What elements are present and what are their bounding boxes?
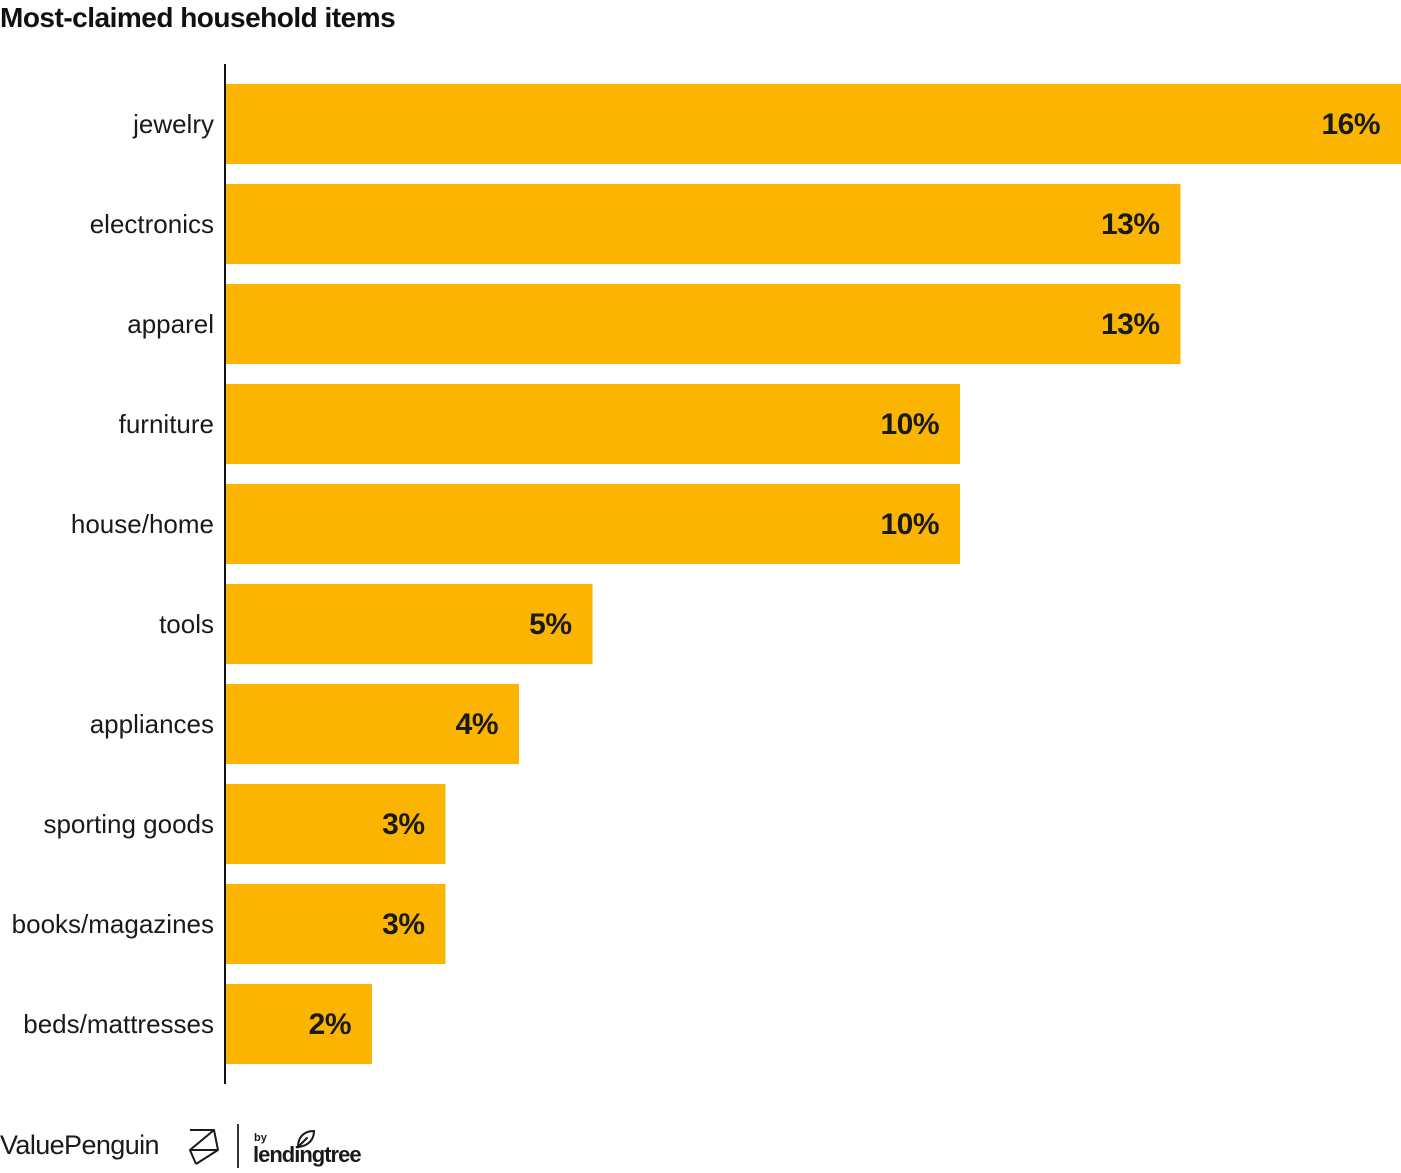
value-label: 5%: [529, 608, 571, 641]
category-label: apparel: [127, 309, 214, 339]
bar-appliances: [225, 684, 519, 764]
bar-electronics: [225, 184, 1181, 264]
category-label: tools: [159, 609, 214, 639]
value-label: 13%: [1101, 308, 1160, 341]
bar-furniture: [225, 384, 960, 464]
brand-divider: [237, 1124, 239, 1168]
value-label: 10%: [880, 408, 939, 441]
bars-layer: jewelry 16% electronics 13% apparel 13% furnit…: [12, 84, 1401, 1064]
bar-sporting-goods: [225, 784, 446, 864]
value-label: 3%: [382, 908, 424, 941]
valuepenguin-logo-icon: [189, 1129, 219, 1165]
bar-books-magazines: [225, 884, 446, 964]
bar-apparel: [225, 284, 1181, 364]
bar-beds-mattresses: [225, 984, 372, 1064]
category-label: beds/mattresses: [23, 1009, 214, 1039]
footer-branding: ValuePenguin by lendingtree: [0, 1120, 420, 1170]
category-label: appliances: [90, 709, 214, 739]
bar-tools: [225, 584, 593, 664]
bar-chart: jewelry 16% electronics 13% apparel 13% furnit…: [12, 64, 1401, 1084]
value-label: 2%: [309, 1008, 351, 1041]
value-label: 10%: [880, 508, 939, 541]
category-label: books/magazines: [12, 909, 214, 939]
value-label: 13%: [1101, 208, 1160, 241]
category-label: jewelry: [132, 109, 214, 139]
bar-jewelry: [225, 84, 1401, 164]
category-label: electronics: [90, 209, 214, 239]
lendingtree-leaf-icon: [296, 1129, 316, 1149]
bar-house-home: [225, 484, 960, 564]
value-label: 16%: [1321, 108, 1380, 141]
value-label: 3%: [382, 808, 424, 841]
partner-name: lendingtree: [253, 1142, 362, 1167]
brand-name: ValuePenguin: [0, 1130, 160, 1160]
category-label: sporting goods: [43, 809, 214, 839]
chart-title: Most-claimed household items: [0, 2, 396, 33]
category-label: house/home: [71, 509, 214, 539]
category-label: furniture: [119, 409, 214, 439]
value-label: 4%: [456, 708, 498, 741]
partner-by-text: by: [254, 1132, 267, 1144]
